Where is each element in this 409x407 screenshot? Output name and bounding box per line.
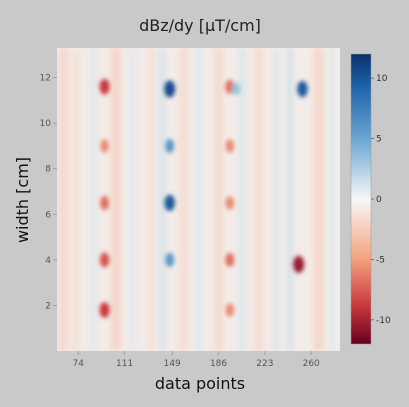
heatmap-spot xyxy=(297,80,308,98)
heatmap-spot xyxy=(100,139,109,153)
heatmap-spot xyxy=(293,255,305,273)
background-band xyxy=(272,48,281,351)
background-band xyxy=(71,48,80,351)
background-band xyxy=(110,48,121,351)
x-tick-label: 223 xyxy=(256,359,273,369)
background-band xyxy=(194,48,203,351)
heatmap-spot xyxy=(225,79,235,94)
background-band xyxy=(253,48,264,351)
heatmap-spot xyxy=(164,80,176,98)
background-band xyxy=(178,48,188,351)
x-tick-label: 74 xyxy=(73,359,85,369)
heatmap-spot xyxy=(100,195,110,211)
background-band xyxy=(238,48,247,351)
x-tick-label: 186 xyxy=(210,359,227,369)
chart-title: dBz/dy [µT/cm] xyxy=(139,16,261,35)
y-tick-label: 6 xyxy=(45,210,51,220)
background-band xyxy=(214,48,223,351)
y-tick-label: 2 xyxy=(45,301,51,311)
colorbar: 10 5 0 -5 -10 xyxy=(350,53,391,345)
heatmap-spot xyxy=(99,302,110,318)
heatmap-spot xyxy=(99,78,110,95)
background-band xyxy=(286,48,293,351)
background-band xyxy=(159,48,166,351)
heatmap-spot xyxy=(225,303,235,317)
heatmap-spot xyxy=(165,252,175,267)
colorbar-gradient xyxy=(350,53,372,345)
colorbar-tick-label: 10 xyxy=(376,74,388,84)
background-band xyxy=(313,48,324,351)
x-tick-label: 111 xyxy=(116,359,133,369)
background-band xyxy=(328,48,335,351)
x-tick-label: 260 xyxy=(303,359,320,369)
heatmap-spot xyxy=(165,138,175,154)
colorbar-tick-label: -5 xyxy=(376,255,385,265)
background-band xyxy=(146,48,155,351)
colorbar-tick-label: 0 xyxy=(376,195,382,205)
y-tick-label: 10 xyxy=(40,119,52,129)
heatmap-spot xyxy=(232,82,241,96)
background-band xyxy=(90,48,97,351)
x-axis-ticks: 74 111 149 186 223 260 xyxy=(73,351,320,369)
colorbar-tick-label: 5 xyxy=(376,135,382,145)
colorbar-tick-label: -10 xyxy=(376,316,391,326)
plot-area xyxy=(57,48,340,351)
background-band xyxy=(58,48,69,351)
heatmap-spot xyxy=(225,139,235,153)
background-band xyxy=(129,48,138,351)
y-axis-ticks: 2 4 6 8 10 12 xyxy=(40,74,57,311)
x-tick-label: 149 xyxy=(164,359,181,369)
heatmap-spot xyxy=(99,252,110,268)
y-tick-label: 4 xyxy=(45,256,51,266)
heatmap-spot xyxy=(225,252,235,267)
y-tick-label: 12 xyxy=(40,74,51,84)
heatmap-spot xyxy=(225,196,235,210)
y-axis-label: width [cm] xyxy=(13,157,32,243)
y-tick-label: 8 xyxy=(45,165,51,175)
heatmap-spot xyxy=(164,194,175,212)
x-axis-label: data points xyxy=(155,374,245,393)
